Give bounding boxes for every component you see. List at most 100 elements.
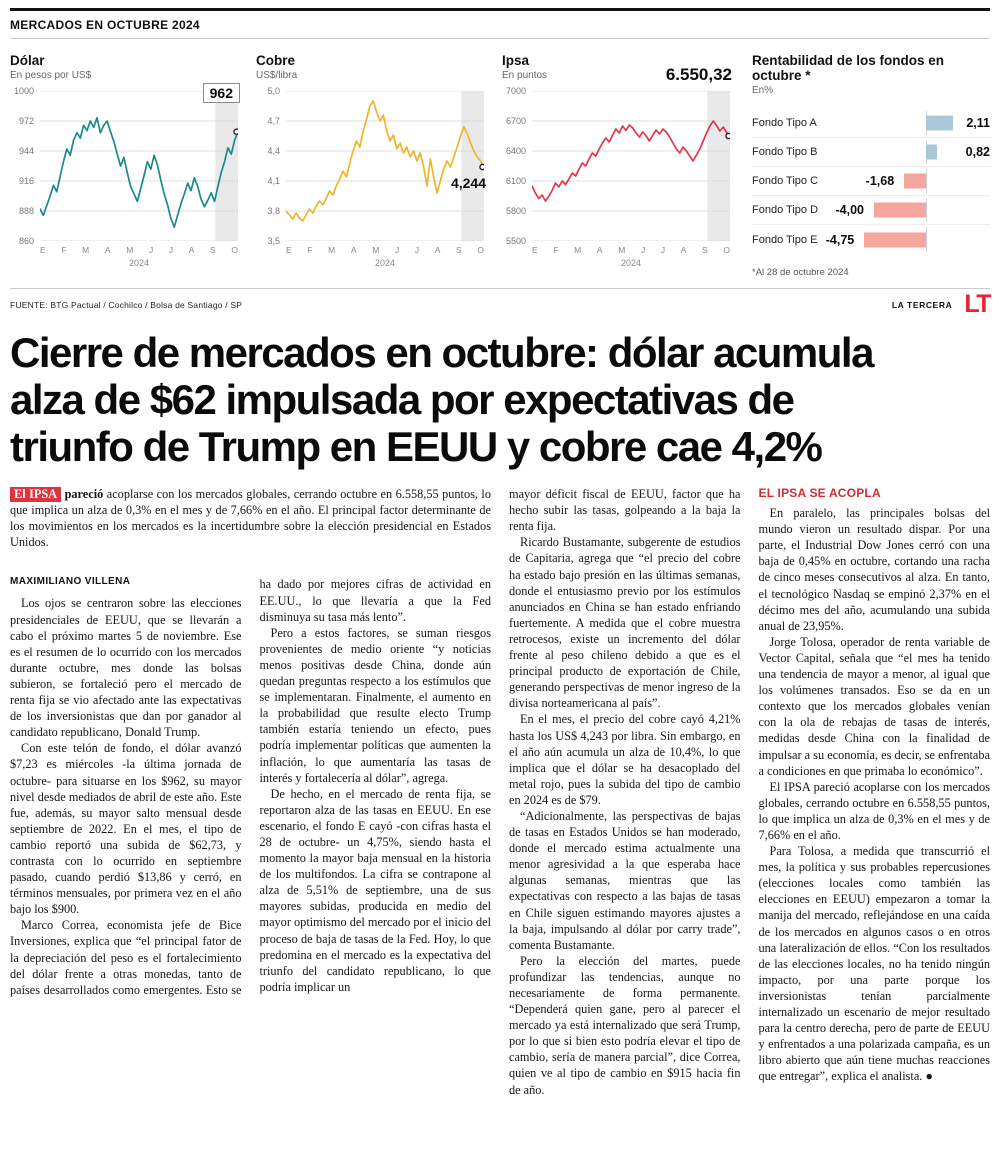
y-tick-label: 860 [18, 236, 34, 246]
column-4: EL IPSA SE ACOPLA En paralelo, las princ… [759, 486, 991, 1098]
y-tick-label: 6100 [505, 176, 526, 186]
headline-line: triunfo de Trump en EEUU y cobre cae 4,2… [10, 423, 823, 471]
body-paragraph: Para Tolosa, a medida que transcurrió el… [758, 844, 991, 1084]
body-paragraph: En paralelo, las principales bolsas del … [758, 506, 991, 633]
fund-row: Fondo Tipo B 0,82 [752, 138, 990, 167]
chart-ipsa: Ipsa En puntos 7000 6700 6400 6100 5800 5500 … [502, 53, 732, 278]
headline-line: Cierre de mercados en octubre: dólar acu… [10, 329, 874, 376]
x-tick-label: S [702, 245, 708, 255]
y-tick-label: 7000 [505, 86, 526, 96]
y-axis: 1000 972 944 916 888 860 [10, 86, 40, 246]
y-tick-label: 972 [18, 116, 34, 126]
left-columns: MAXIMILIANO VILLENA Los ojos se centraro… [10, 576, 491, 997]
fund-value: -4,75 [825, 232, 855, 247]
fund-baseline [926, 169, 927, 193]
markets-charts-section: Dólar En pesos por US$ 1000 972 944 916 888 8… [10, 39, 990, 289]
funds-subtitle: En% [752, 85, 774, 96]
line-plot: 962 [40, 83, 240, 241]
body-paragraph: De hecho, en el mercado de renta fija, s… [259, 786, 492, 994]
y-tick-label: 3,5 [267, 236, 280, 246]
fund-bar [926, 115, 954, 131]
lead-bold: pareció [64, 487, 104, 502]
x-tick-label: J [640, 245, 646, 255]
x-tick-label: J [148, 245, 154, 255]
x-tick-label: S [210, 245, 216, 255]
fund-track: -4,75 [826, 225, 990, 254]
body-paragraph: Marco Correa, economista jefe de Bice In… [10, 577, 491, 997]
fund-row: Fondo Tipo E -4,75 [752, 225, 990, 254]
fund-track: -4,00 [834, 196, 990, 224]
lead-block: El IPSA pareció acoplarse con los mercad… [10, 486, 491, 1098]
y-axis: 7000 6700 6400 6100 5800 5500 [502, 86, 532, 246]
y-tick-label: 3,8 [267, 206, 280, 216]
line-chart-svg [286, 91, 484, 241]
fund-label: Fondo Tipo B [752, 146, 818, 158]
newspaper-page: MERCADOS EN OCTUBRE 2024 Dólar En pesos … [0, 8, 1000, 1098]
chart-subtitle: En puntos [502, 70, 548, 81]
x-tick-label: O [231, 245, 238, 255]
x-tick-label: M [328, 245, 336, 255]
source-credit: FUENTE: BTG Pactual / Cochilco / Bolsa d… [10, 299, 243, 310]
x-tick-label: A [350, 245, 357, 255]
x-axis-year: 2024 [374, 258, 396, 268]
fund-value: 2,11 [966, 116, 990, 130]
x-axis-year: 2024 [620, 258, 642, 268]
fund-row: Fondo Tipo D -4,00 [752, 196, 990, 225]
y-tick-label: 4,7 [267, 116, 280, 126]
body-paragraph: Ricardo Bustamante, subgerente de estudi… [509, 535, 741, 711]
lead-highlight: El IPSA [10, 487, 62, 503]
fund-bar [874, 202, 926, 218]
funds-footnote: *Al 28 de octubre 2024 [752, 267, 849, 278]
x-tick-label: M [126, 245, 134, 255]
column-3: mayor déficit fiscal de EEUU, factor que… [509, 486, 741, 1098]
fund-label: Fondo Tipo E [752, 233, 818, 246]
x-tick-label: S [456, 245, 462, 255]
chart-dolar: Dólar En pesos por US$ 1000 972 944 916 888 8… [10, 53, 240, 278]
body-paragraph: El IPSA pareció acoplarse con los mercad… [758, 779, 991, 842]
chart-title: Dólar [10, 53, 45, 68]
source-strip: FUENTE: BTG Pactual / Cochilco / Bolsa d… [10, 289, 992, 319]
last-value-label: 962 [202, 83, 240, 103]
x-tick-label: E [40, 245, 46, 255]
x-axis-year: 2024 [128, 258, 150, 268]
headline: Cierre de mercados en octubre: dólar acu… [10, 329, 990, 470]
x-tick-label: J [168, 245, 174, 255]
x-tick-label: J [660, 245, 666, 255]
article-body: El IPSA pareció acoplarse con los mercad… [10, 486, 990, 1098]
lt-logo: LT [964, 290, 991, 318]
line-chart-svg [532, 91, 730, 241]
body-paragraph: Con este telón de fondo, el dólar avanzó… [10, 741, 242, 917]
body-paragraph: Los ojos se centraron sobre las eleccion… [10, 596, 242, 740]
fund-label: Fondo Tipo D [752, 204, 819, 216]
x-tick-label: M [618, 245, 626, 255]
x-tick-label: E [286, 245, 292, 255]
x-tick-label: M [372, 245, 380, 255]
top-rule [10, 8, 990, 11]
lead-text: acoplarse con los mercados globales, cer… [10, 487, 492, 550]
line-plot: 6.550,32 [532, 65, 732, 241]
chart-title: Cobre [256, 53, 296, 68]
fund-track: -1,68 [834, 167, 990, 195]
fund-value: -1,68 [865, 174, 895, 188]
x-tick-label: A [596, 245, 603, 255]
brand: LA TERCERA LT [891, 290, 992, 318]
x-tick-label: F [553, 245, 559, 255]
chart-cobre: Cobre US$/libra 5,0 4,7 4,4 4,1 3,8 3,5 4,244… [256, 53, 486, 278]
fund-baseline [926, 198, 927, 222]
body-paragraph: En el mes, el precio del cobre cayó 4,21… [509, 712, 741, 807]
fund-label: Fondo Tipo C [752, 175, 819, 187]
brand-name: LA TERCERA [891, 299, 953, 310]
plot-row: 1000 972 944 916 888 860 962 [10, 83, 240, 246]
fund-value: -4,00 [835, 203, 865, 217]
headline-line: alza de $62 impulsada por expectativas d… [10, 376, 795, 424]
plot-row: 5,0 4,7 4,4 4,1 3,8 3,5 4,244 [256, 86, 486, 246]
line-chart-svg [40, 91, 238, 241]
chart-title: Ipsa [502, 53, 530, 68]
x-tick-label: E [532, 245, 538, 255]
last-value-label: 4,244 [450, 175, 486, 191]
lead-paragraph: El IPSA pareció acoplarse con los mercad… [10, 486, 491, 550]
fund-row: Fondo Tipo A 2,11 [752, 109, 990, 138]
